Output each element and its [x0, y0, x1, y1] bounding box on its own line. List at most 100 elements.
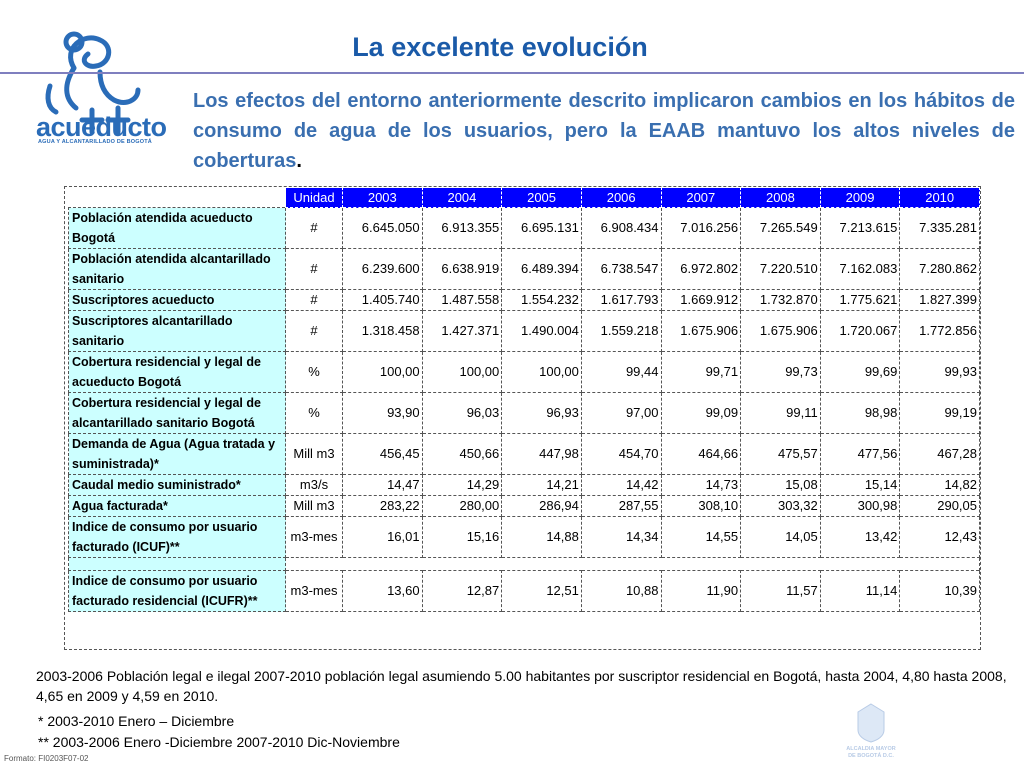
row-value: 14,29 — [421, 474, 503, 496]
table-header-row: Unidad 2003 2004 2005 2006 2007 2008 2009 2010 — [69, 187, 980, 208]
row-unit: % — [285, 351, 343, 393]
row-value: 99,69 — [819, 351, 901, 393]
header-year: 2009 — [819, 187, 901, 208]
row-value: 456,45 — [342, 433, 423, 475]
row-unit: m3-mes — [285, 516, 343, 558]
row-value: 97,00 — [580, 392, 662, 434]
row-value: 290,05 — [899, 495, 980, 517]
row-value: 14,82 — [899, 474, 980, 496]
row-value: 475,57 — [740, 433, 821, 475]
row-label: Suscriptores alcantarillado sanitario — [68, 310, 286, 352]
row-value: 99,19 — [899, 392, 980, 434]
header-year: 2003 — [342, 187, 423, 208]
row-value: 11,57 — [740, 570, 821, 612]
alcaldia-emblem-icon: ALCALDIA MAYOR DE BOGOTÁ D.C. — [846, 703, 896, 759]
row-value: 14,88 — [501, 516, 582, 558]
row-value: 1.427.371 — [421, 310, 503, 352]
row-value: 477,56 — [819, 433, 901, 475]
row-value: 1.617.793 — [580, 289, 662, 311]
row-value: 454,70 — [580, 433, 662, 475]
data-table: Unidad 2003 2004 2005 2006 2007 2008 2009 2010 P… — [68, 187, 980, 612]
row-value: 6.972.802 — [660, 248, 742, 290]
logo-wordmark: acueducto — [36, 112, 167, 142]
row-value: 6.489.394 — [501, 248, 582, 290]
row-label: Indice de consumo por usuario facturado … — [68, 570, 286, 612]
row-label: Agua facturada* — [68, 495, 286, 517]
row-value: 100,00 — [421, 351, 503, 393]
row-value: 10,88 — [580, 570, 662, 612]
row-value: 6.638.919 — [421, 248, 503, 290]
table-row: Población atendida acueducto Bogotá #6.64… — [68, 207, 980, 249]
header-year: 2006 — [580, 187, 662, 208]
row-unit: % — [285, 392, 343, 434]
logo-subtitle: AGUA Y ALCANTARILLADO DE BOGOTÁ — [38, 139, 152, 145]
emblem-line2: DE BOGOTÁ D.C. — [848, 752, 894, 759]
table-row: Población atendida alcantarillado sanita… — [68, 248, 980, 290]
row-value: 283,22 — [342, 495, 423, 517]
row-value: 12,43 — [899, 516, 980, 558]
row-value: 99,93 — [899, 351, 980, 393]
row-value: 98,98 — [819, 392, 901, 434]
row-value: 303,32 — [740, 495, 821, 517]
row-unit: # — [285, 207, 343, 249]
title-divider — [0, 72, 1024, 74]
row-value: 100,00 — [342, 351, 423, 393]
table-row: Suscriptores alcantarillado sanitario #1.… — [68, 310, 980, 352]
row-value: 15,08 — [740, 474, 821, 496]
table-row: Demanda de Agua (Agua tratada y suminist… — [68, 433, 980, 475]
row-value: 286,94 — [501, 495, 582, 517]
row-unit: m3/s — [285, 474, 343, 496]
footnote-single-asterisk: * 2003-2010 Enero – Diciembre — [38, 713, 235, 729]
row-value: 1.554.232 — [501, 289, 582, 311]
row-value: 15,16 — [421, 516, 503, 558]
row-value: 99,11 — [740, 392, 821, 434]
row-value: 99,44 — [580, 351, 662, 393]
row-value: 287,55 — [580, 495, 662, 517]
row-unit: # — [285, 248, 343, 290]
row-value: 6.239.600 — [342, 248, 423, 290]
row-value: 1.775.621 — [819, 289, 901, 311]
row-label: Suscriptores acueducto — [68, 289, 286, 311]
row-value: 1.669.912 — [660, 289, 742, 311]
table-row: Cobertura residencial y legal de acueduc… — [68, 351, 980, 393]
intro-paragraph: Los efectos del entorno anteriormente de… — [193, 86, 1015, 176]
row-unit: # — [285, 289, 343, 311]
row-value: 96,93 — [501, 392, 582, 434]
intro-text: Los efectos del entorno anteriormente de… — [193, 90, 1015, 172]
intro-period: . — [296, 150, 302, 172]
row-value: 7.265.549 — [740, 207, 821, 249]
row-unit: Mill m3 — [285, 433, 343, 475]
row-unit: m3-mes — [285, 570, 343, 612]
page-title: La excelente evolución — [352, 32, 648, 62]
row-value: 14,21 — [501, 474, 582, 496]
row-value: 11,14 — [819, 570, 901, 612]
row-value: 96,03 — [421, 392, 503, 434]
row-value: 14,55 — [660, 516, 742, 558]
row-value: 14,73 — [660, 474, 742, 496]
table-spacer-row — [68, 557, 980, 571]
row-value: 308,10 — [660, 495, 742, 517]
acueducto-logo-icon — [45, 31, 141, 135]
row-value: 6.908.434 — [580, 207, 662, 249]
header-blank — [69, 188, 286, 208]
row-value: 7.335.281 — [899, 207, 980, 249]
row-value: 13,60 — [342, 570, 423, 612]
row-value: 99,71 — [660, 351, 742, 393]
row-value: 6.913.355 — [421, 207, 503, 249]
row-value: 15,14 — [819, 474, 901, 496]
row-label: Cobertura residencial y legal de alcanta… — [68, 392, 286, 434]
row-value: 1.675.906 — [740, 310, 821, 352]
row-unit: # — [285, 310, 343, 352]
row-label: Indice de consumo por usuario facturado … — [68, 516, 286, 558]
table-row: Indice de consumo por usuario facturado … — [68, 516, 980, 558]
row-value: 464,66 — [660, 433, 742, 475]
row-value: 6.645.050 — [342, 207, 423, 249]
row-value: 280,00 — [421, 495, 503, 517]
row-value: 447,98 — [501, 433, 582, 475]
row-value: 16,01 — [342, 516, 423, 558]
row-value: 6.695.131 — [501, 207, 582, 249]
header-unidad: Unidad — [285, 187, 343, 208]
table-body: Población atendida acueducto Bogotá #6.64… — [68, 207, 980, 612]
table-row: Caudal medio suministrado* m3/s 14,47 14,29… — [68, 474, 980, 496]
row-value: 13,42 — [819, 516, 901, 558]
